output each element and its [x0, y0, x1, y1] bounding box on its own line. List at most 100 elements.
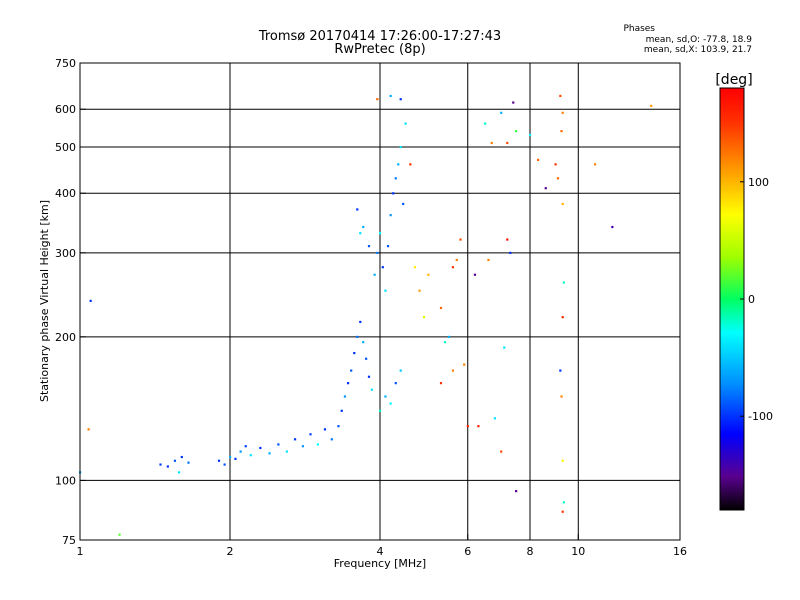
data-point — [362, 341, 365, 344]
data-point — [362, 225, 365, 229]
data-point — [404, 122, 407, 125]
data-point — [87, 428, 90, 431]
data-point — [356, 335, 359, 339]
data-point — [301, 445, 305, 448]
colorbar-tick-label: 0 — [748, 293, 755, 306]
data-point — [356, 208, 359, 211]
data-point — [399, 145, 402, 149]
data-point — [379, 409, 382, 412]
data-point — [386, 245, 390, 248]
data-point — [353, 351, 356, 355]
data-point — [316, 443, 319, 446]
data-point — [381, 266, 384, 269]
data-point — [293, 438, 297, 441]
data-point — [561, 111, 564, 114]
colorbar-tick-label: 100 — [748, 176, 769, 189]
data-point — [463, 363, 466, 366]
scatter-points — [79, 94, 653, 536]
data-point — [399, 369, 402, 372]
data-point — [561, 459, 564, 462]
data-point — [439, 382, 443, 385]
data-point — [562, 501, 565, 504]
data-point — [490, 141, 493, 145]
data-point — [370, 388, 373, 391]
data-point — [473, 273, 477, 276]
data-point — [180, 455, 183, 459]
data-point — [418, 289, 421, 292]
data-point — [187, 461, 190, 464]
y-tick-label: 100 — [55, 474, 76, 487]
data-point — [561, 510, 564, 513]
data-point — [503, 346, 506, 349]
data-point — [384, 395, 387, 398]
data-point — [500, 450, 503, 453]
data-point — [487, 258, 490, 262]
data-point — [439, 306, 443, 310]
y-tick-label: 500 — [55, 141, 76, 154]
data-point — [229, 455, 232, 459]
x-tick-label: 16 — [673, 545, 687, 558]
data-point — [466, 425, 469, 428]
data-point — [515, 490, 518, 493]
data-point — [397, 163, 400, 166]
data-point — [389, 94, 392, 98]
data-point — [392, 192, 395, 195]
x-axis-label: Frequency [MHz] — [334, 557, 426, 570]
data-point — [159, 463, 162, 466]
data-point — [346, 382, 350, 385]
y-tick-label: 200 — [55, 331, 76, 344]
data-point — [365, 357, 368, 360]
data-point — [559, 369, 562, 372]
data-point — [259, 446, 262, 450]
phases-x-stats: mean, sd,X: 103.9, 21.7 — [643, 45, 752, 55]
data-point — [484, 122, 487, 125]
x-tick-label: 1 — [77, 545, 84, 558]
data-point — [285, 450, 288, 453]
x-tick-label: 10 — [571, 545, 585, 558]
data-point — [277, 443, 280, 446]
data-point — [359, 232, 362, 235]
data-point — [500, 111, 503, 114]
data-point — [376, 251, 379, 255]
data-point — [394, 177, 397, 180]
y-tick-label: 300 — [55, 247, 76, 260]
phases-o-stats: mean, sd,O: -77.8, 18.9 — [645, 35, 752, 45]
data-point — [611, 225, 614, 229]
data-point — [330, 438, 333, 441]
x-tick-label: 4 — [377, 545, 384, 558]
chart-title: Tromsø 20170414 17:26:00-17:27:43 — [258, 29, 502, 44]
data-point — [447, 335, 451, 339]
phases-title: Phases — [623, 24, 655, 34]
data-point — [493, 417, 497, 420]
data-point — [512, 101, 515, 104]
x-axis-ticks: 1 2 4 6 8 10 16 — [77, 534, 687, 558]
data-point — [459, 238, 462, 241]
data-point — [427, 273, 430, 276]
x-tick-label: 8 — [527, 545, 534, 558]
data-point — [359, 320, 362, 324]
grid-lines — [80, 63, 680, 540]
data-point — [593, 163, 597, 166]
data-point — [560, 130, 563, 133]
data-point — [562, 281, 565, 284]
x-tick-label: 6 — [464, 545, 471, 558]
data-point — [544, 187, 547, 190]
colorbar-unit-label: [deg] — [715, 72, 752, 88]
data-point — [394, 382, 397, 385]
data-point — [384, 289, 387, 292]
data-point — [554, 163, 557, 166]
data-point — [367, 375, 371, 378]
y-axis-label: Stationary phase Virtual Height [km] — [38, 200, 51, 402]
data-point — [559, 94, 562, 98]
data-point — [376, 98, 379, 101]
data-point — [177, 471, 181, 474]
y-tick-label: 75 — [62, 534, 76, 547]
data-point — [249, 454, 252, 457]
data-point — [223, 463, 226, 466]
data-point — [402, 202, 405, 206]
data-point — [367, 245, 371, 248]
data-point — [389, 214, 392, 217]
data-point — [379, 232, 382, 235]
data-point — [515, 130, 518, 133]
data-point — [477, 425, 480, 428]
